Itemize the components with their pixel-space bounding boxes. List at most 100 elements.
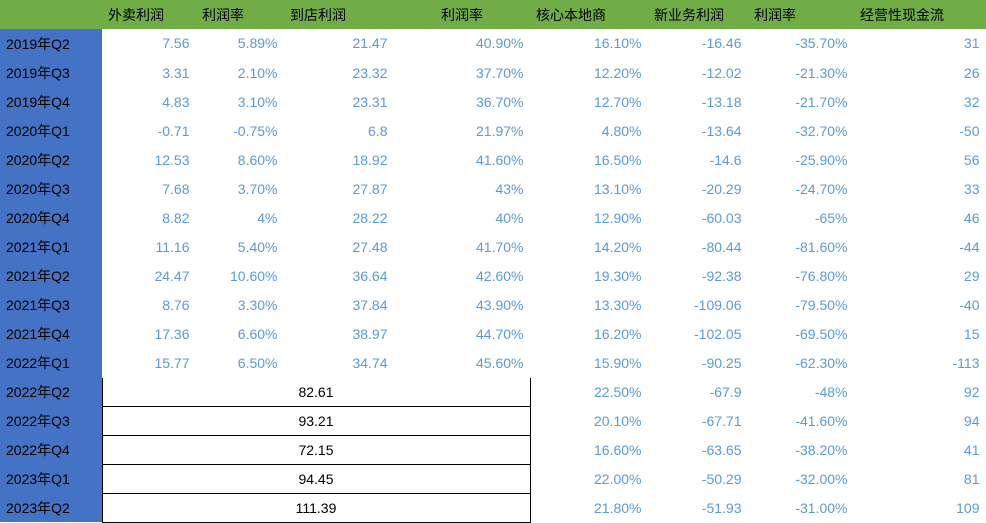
cell: 18.92 <box>284 145 394 174</box>
cell: 4.80% <box>530 116 648 145</box>
cell: 4% <box>196 203 284 232</box>
table-row: 2023年Q2111.3921.80%-51.93-31.00%109 <box>0 493 986 522</box>
row-period: 2021年Q2 <box>0 261 102 290</box>
cell: -32.70% <box>748 116 854 145</box>
cell: 40% <box>394 203 530 232</box>
cell: 22.50% <box>530 377 648 406</box>
cell: 5.89% <box>196 29 284 58</box>
cell: 43.90% <box>394 290 530 319</box>
cell: -50.29 <box>648 464 748 493</box>
cell: 27.48 <box>284 232 394 261</box>
cell: 11.16 <box>102 232 196 261</box>
cell: 23.32 <box>284 58 394 87</box>
cell: -76.80% <box>748 261 854 290</box>
table-row: 2022年Q115.776.50%34.7445.60%15.90%-90.25… <box>0 348 986 377</box>
row-period: 2019年Q4 <box>0 87 102 116</box>
cell: -31.00% <box>748 493 854 522</box>
cell: -67.71 <box>648 406 748 435</box>
table-row: 2019年Q27.565.89%21.4740.90%16.10%-16.46-… <box>0 29 986 58</box>
row-period: 2019年Q2 <box>0 29 102 58</box>
cell: 109 <box>854 493 986 522</box>
table-row: 2021年Q417.366.60%38.9744.70%16.20%-102.0… <box>0 319 986 348</box>
col-header: 利润率 <box>394 0 530 29</box>
cell: -13.64 <box>648 116 748 145</box>
merged-cell: 93.21 <box>102 406 530 435</box>
cell: -109.06 <box>648 290 748 319</box>
cell: 3.31 <box>102 58 196 87</box>
cell: 13.10% <box>530 174 648 203</box>
cell: -102.05 <box>648 319 748 348</box>
table-row: 2020年Q48.824%28.2240%12.90%-60.03-65%46 <box>0 203 986 232</box>
cell: 16.60% <box>530 435 648 464</box>
cell: -20.29 <box>648 174 748 203</box>
col-header: 核心本地商 <box>530 0 648 29</box>
table-row: 2022年Q472.1516.60%-63.65-38.20%41 <box>0 435 986 464</box>
cell: -80.44 <box>648 232 748 261</box>
cell: 22.00% <box>530 464 648 493</box>
cell: 4.83 <box>102 87 196 116</box>
cell: 45.60% <box>394 348 530 377</box>
cell: -92.38 <box>648 261 748 290</box>
cell: 12.53 <box>102 145 196 174</box>
cell: -62.30% <box>748 348 854 377</box>
table-row: 2020年Q212.538.60%18.9241.60%16.50%-14.6-… <box>0 145 986 174</box>
cell: -51.93 <box>648 493 748 522</box>
cell: -16.46 <box>648 29 748 58</box>
cell: 40.90% <box>394 29 530 58</box>
cell: 6.8 <box>284 116 394 145</box>
cell: 33 <box>854 174 986 203</box>
cell: 15 <box>854 319 986 348</box>
merged-cell: 72.15 <box>102 435 530 464</box>
cell: 7.68 <box>102 174 196 203</box>
cell: -38.20% <box>748 435 854 464</box>
cell: -60.03 <box>648 203 748 232</box>
cell: 17.36 <box>102 319 196 348</box>
cell: 94 <box>854 406 986 435</box>
cell: 15.77 <box>102 348 196 377</box>
cell: -50 <box>854 116 986 145</box>
cell: 16.50% <box>530 145 648 174</box>
cell: 56 <box>854 145 986 174</box>
cell: -41.60% <box>748 406 854 435</box>
cell: 10.60% <box>196 261 284 290</box>
cell: -12.02 <box>648 58 748 87</box>
merged-cell: 94.45 <box>102 464 530 493</box>
table-row: 2021年Q111.165.40%27.4841.70%14.20%-80.44… <box>0 232 986 261</box>
table-row: 2019年Q33.312.10%23.3237.70%12.20%-12.02-… <box>0 58 986 87</box>
cell: 37.70% <box>394 58 530 87</box>
cell: 19.30% <box>530 261 648 290</box>
cell: 21.97% <box>394 116 530 145</box>
table-row: 2022年Q393.2120.10%-67.71-41.60%94 <box>0 406 986 435</box>
cell: 6.50% <box>196 348 284 377</box>
table-row: 2021年Q224.4710.60%36.6442.60%19.30%-92.3… <box>0 261 986 290</box>
cell: 29 <box>854 261 986 290</box>
cell: 2.10% <box>196 58 284 87</box>
cell: 21.47 <box>284 29 394 58</box>
cell: -13.18 <box>648 87 748 116</box>
col-header: 利润率 <box>196 0 284 29</box>
col-header: 经营性现金流 <box>854 0 986 29</box>
cell: -113 <box>854 348 986 377</box>
cell: 32 <box>854 87 986 116</box>
row-period: 2022年Q1 <box>0 348 102 377</box>
cell: 46 <box>854 203 986 232</box>
cell: 15.90% <box>530 348 648 377</box>
row-period: 2022年Q4 <box>0 435 102 464</box>
row-period: 2023年Q2 <box>0 493 102 522</box>
table-row: 2021年Q38.763.30%37.8443.90%13.30%-109.06… <box>0 290 986 319</box>
cell: 37.84 <box>284 290 394 319</box>
cell: 36.64 <box>284 261 394 290</box>
cell: 23.31 <box>284 87 394 116</box>
cell: -79.50% <box>748 290 854 319</box>
cell: -24.70% <box>748 174 854 203</box>
cell: 12.20% <box>530 58 648 87</box>
cell: -48% <box>748 377 854 406</box>
cell: 20.10% <box>530 406 648 435</box>
cell: 6.60% <box>196 319 284 348</box>
cell: 38.97 <box>284 319 394 348</box>
row-period: 2021年Q1 <box>0 232 102 261</box>
cell: 41 <box>854 435 986 464</box>
col-header: 到店利润 <box>284 0 394 29</box>
cell: -65% <box>748 203 854 232</box>
cell: -44 <box>854 232 986 261</box>
